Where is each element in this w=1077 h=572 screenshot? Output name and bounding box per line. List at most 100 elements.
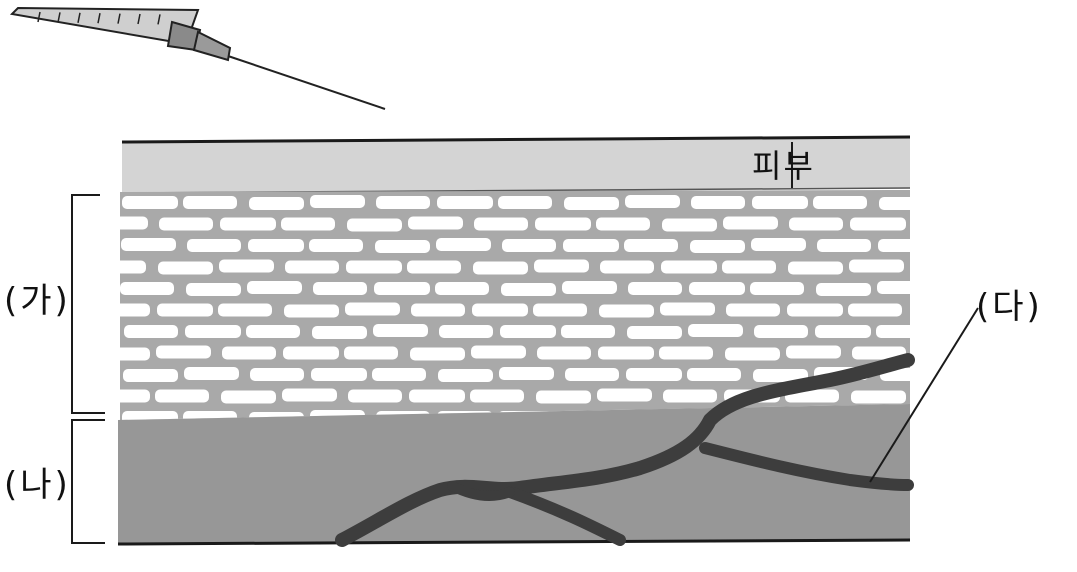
fat-cell bbox=[687, 368, 741, 381]
fat-cell bbox=[159, 217, 213, 231]
fat-cell bbox=[283, 346, 339, 360]
muscle-bottom-line bbox=[117, 538, 911, 546]
syringe-hub bbox=[192, 30, 232, 62]
fat-cell bbox=[533, 303, 587, 317]
fat-cell bbox=[120, 303, 150, 317]
blood-vessels bbox=[335, 353, 915, 547]
syringe-icon bbox=[9, 6, 386, 110]
fat-cell bbox=[248, 239, 304, 252]
fat-cell bbox=[186, 283, 241, 296]
fat-cell bbox=[473, 261, 528, 275]
fat-cell bbox=[877, 281, 910, 294]
fat-cell bbox=[535, 217, 591, 231]
vessel-leader-line bbox=[869, 307, 979, 483]
fat-cell bbox=[498, 196, 552, 209]
fat-cell bbox=[435, 282, 489, 295]
skin-layer bbox=[122, 137, 910, 193]
fat-cell bbox=[376, 196, 430, 209]
fat-cell bbox=[880, 368, 910, 381]
fat-cell bbox=[753, 369, 808, 382]
fat-cell bbox=[155, 389, 209, 403]
fat-cell bbox=[878, 239, 910, 252]
fat-cell bbox=[309, 239, 363, 252]
bracket-ga bbox=[71, 194, 105, 414]
fat-cell bbox=[600, 260, 654, 274]
fat-cell bbox=[472, 303, 528, 317]
fat-cell bbox=[787, 303, 843, 317]
fat-cell bbox=[411, 303, 465, 317]
fat-cell bbox=[663, 389, 717, 403]
fat-cell bbox=[563, 239, 619, 252]
fat-cell bbox=[474, 217, 528, 231]
muscle-layer bbox=[118, 404, 910, 544]
fat-cell bbox=[500, 325, 556, 338]
fat-cell bbox=[183, 196, 237, 209]
skin-top-line bbox=[121, 135, 911, 144]
fat-cell bbox=[537, 346, 591, 360]
vessel-branch-lower bbox=[504, 486, 626, 546]
fat-cell bbox=[285, 260, 339, 274]
fat-cells bbox=[120, 195, 910, 420]
fat-cell bbox=[222, 346, 276, 360]
fat-cell bbox=[185, 325, 241, 338]
skin-label: 피부 bbox=[752, 147, 815, 185]
fat-cell bbox=[596, 217, 650, 231]
vessel-da-label: (다) bbox=[976, 287, 1043, 327]
fat-cell bbox=[246, 325, 300, 338]
fat-cell bbox=[625, 195, 680, 208]
fat-cell bbox=[662, 218, 717, 232]
fat-cell bbox=[470, 389, 524, 403]
syringe-ticks bbox=[37, 11, 161, 25]
fat-cell bbox=[436, 238, 491, 251]
fat-cell bbox=[408, 216, 463, 230]
fat-cell bbox=[876, 325, 910, 338]
fat-cell bbox=[848, 303, 902, 317]
fat-cell bbox=[124, 325, 178, 338]
fat-cell bbox=[123, 369, 178, 382]
fat-cell bbox=[346, 260, 402, 274]
layer-na-label: (나) bbox=[4, 465, 71, 505]
fat-cell bbox=[789, 217, 843, 231]
syringe-tick bbox=[77, 12, 81, 23]
fat-cell bbox=[407, 260, 461, 274]
vessel-branch-right bbox=[699, 442, 914, 491]
fat-cell bbox=[536, 390, 591, 404]
fat-cell bbox=[750, 282, 804, 295]
fat-cell bbox=[851, 390, 906, 404]
fat-cell bbox=[471, 345, 526, 359]
fat-cell bbox=[313, 282, 367, 295]
bracket-na bbox=[71, 419, 105, 544]
fat-cell bbox=[751, 238, 806, 251]
fat-cell bbox=[437, 196, 493, 209]
fat-cell bbox=[439, 325, 493, 338]
fat-cell bbox=[752, 196, 808, 209]
fat-cell bbox=[660, 302, 715, 316]
fat-cell bbox=[347, 218, 402, 232]
fat-cell bbox=[120, 260, 146, 274]
fat-cell bbox=[688, 324, 743, 337]
fat-cell bbox=[120, 282, 174, 295]
vessel-branch-fork bbox=[447, 481, 515, 501]
fat-cell bbox=[184, 367, 239, 380]
fat-cell bbox=[120, 216, 148, 230]
fat-cell bbox=[409, 389, 465, 403]
fat-cell bbox=[219, 259, 274, 273]
fat-cell bbox=[158, 261, 213, 275]
fat-cell bbox=[218, 303, 272, 317]
fat-cell bbox=[344, 346, 398, 360]
fat-cell bbox=[849, 259, 904, 273]
fat-cell bbox=[850, 217, 906, 231]
fat-cell bbox=[565, 368, 619, 381]
fat-cell bbox=[374, 282, 430, 295]
fat-cell bbox=[250, 368, 304, 381]
syringe-tick bbox=[137, 13, 141, 25]
fat-cell bbox=[410, 347, 465, 361]
fat-cell bbox=[122, 196, 178, 209]
fat-cell bbox=[183, 411, 237, 420]
fat-cell bbox=[597, 388, 652, 402]
fat-cell bbox=[813, 196, 867, 209]
syringe-tick bbox=[97, 13, 101, 24]
fat-cell bbox=[815, 325, 871, 338]
